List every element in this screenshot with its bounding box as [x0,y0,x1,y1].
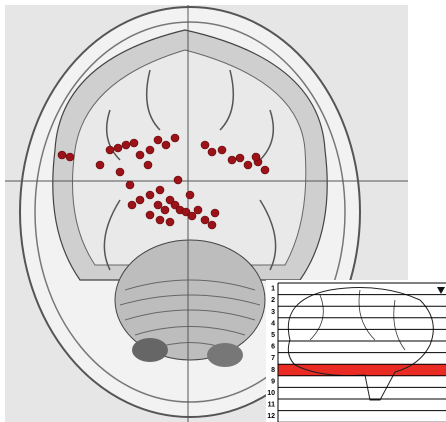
focus [144,161,152,169]
focus [146,211,154,219]
focus [106,146,114,154]
focus [156,216,164,224]
focus [236,154,244,162]
focus [188,212,196,220]
inset-background [266,280,446,422]
focus [66,153,74,161]
slice-number: 9 [271,378,275,385]
focus [128,201,136,209]
focus [208,221,216,229]
focus [130,139,138,147]
slice-number: 4 [271,320,275,327]
sinus-right [207,343,243,367]
slice-number: 6 [271,344,275,351]
focus [208,148,216,156]
focus [194,206,202,214]
focus [136,196,144,204]
focus [154,136,162,144]
slice-number: 5 [271,332,275,339]
focus [162,141,170,149]
focus [174,176,182,184]
focus [136,151,144,159]
focus [161,206,169,214]
slice-number: 7 [271,355,275,362]
focus [218,146,226,154]
focus [58,151,66,159]
focus [252,153,260,161]
sinus-left [132,338,168,362]
focus [96,161,104,169]
focus [114,144,122,152]
slice-number: 11 [268,402,276,409]
highlighted-slice [278,364,446,376]
focus [146,146,154,154]
slice-number: 12 [267,413,275,420]
slice-number: 2 [271,297,275,304]
focus [171,134,179,142]
slice-number: 10 [267,390,275,397]
focus [201,141,209,149]
slice-number: 3 [271,309,275,316]
slice-number: 8 [271,367,275,374]
focus [228,156,236,164]
focus [122,141,130,149]
focus [166,218,174,226]
focus [154,201,162,209]
focus [146,191,154,199]
focus [211,209,219,217]
slice-number: 1 [271,286,275,293]
focus [201,216,209,224]
focus [186,191,194,199]
figure: 123456789101112 [0,0,446,422]
focus [156,186,164,194]
focus [126,181,134,189]
focus [244,161,252,169]
focus [116,168,124,176]
focus [261,166,269,174]
